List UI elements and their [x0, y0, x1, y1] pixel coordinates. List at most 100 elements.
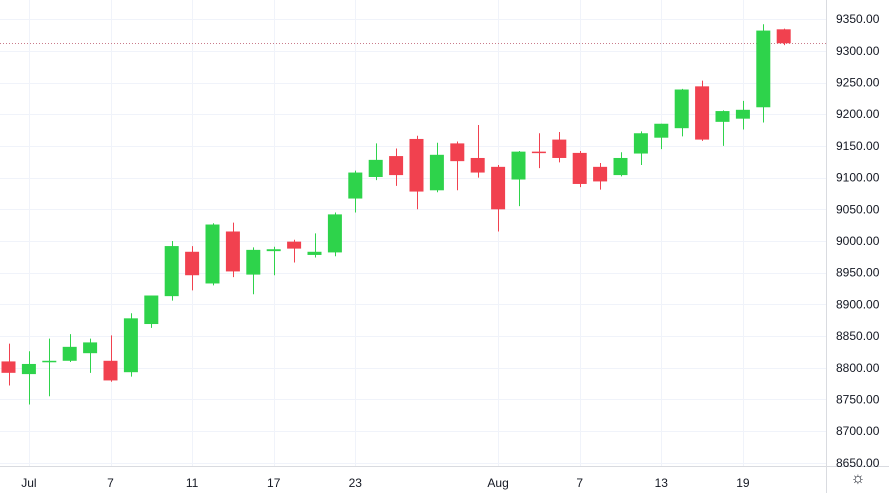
- candle-body-up: [205, 224, 220, 284]
- candle: [695, 80, 710, 141]
- candle: [1, 343, 16, 386]
- candle-body-up: [756, 30, 771, 108]
- candle-body-down: [470, 157, 485, 173]
- candle: [205, 223, 220, 286]
- candle-body-down: [103, 360, 118, 381]
- price-tick-label: 9250.00: [836, 76, 880, 90]
- candle-body-up: [348, 172, 363, 199]
- candle-body-up: [123, 318, 138, 373]
- candle: [266, 246, 281, 276]
- candle: [593, 163, 608, 190]
- candle-body-down: [593, 166, 608, 182]
- candle-body-down: [1, 361, 16, 373]
- candle: [164, 241, 179, 301]
- candle-body-down: [491, 166, 506, 210]
- candle: [491, 164, 506, 232]
- candle-body-down: [409, 138, 424, 192]
- candle: [62, 334, 77, 363]
- candle-body-up: [307, 251, 322, 255]
- candle-body-up: [327, 214, 342, 253]
- price-tick-label: 9350.00: [836, 12, 880, 26]
- candle: [368, 143, 383, 181]
- price-tick-label: 9150.00: [836, 139, 880, 153]
- time-tick-label: 7: [107, 476, 114, 490]
- price-tick-label: 9100.00: [836, 171, 880, 185]
- price-tick-label: 9000.00: [836, 234, 880, 248]
- candle-body-down: [552, 139, 567, 158]
- time-tick-label: 17: [267, 476, 281, 490]
- candle-body-down: [389, 156, 404, 176]
- candle: [389, 148, 404, 186]
- candle: [756, 24, 771, 123]
- candle: [144, 295, 159, 328]
- time-tick-label: Aug: [487, 476, 508, 490]
- price-tick-label: 8750.00: [836, 392, 880, 406]
- time-tick-label: 7: [576, 476, 583, 490]
- candle: [470, 125, 485, 178]
- time-tick-label: 23: [349, 476, 363, 490]
- candle-body-down: [287, 241, 302, 249]
- candle-body-up: [715, 111, 730, 122]
- candle: [654, 123, 669, 150]
- candle: [409, 135, 424, 210]
- time-tick-label: Jul: [21, 476, 36, 490]
- candle: [327, 212, 342, 257]
- candle-body-up: [164, 246, 179, 297]
- candle-body-down: [695, 86, 710, 140]
- candle-body-down: [225, 231, 240, 272]
- candle: [735, 100, 750, 130]
- candle-body-up: [511, 151, 526, 180]
- price-tick-label: 9300.00: [836, 44, 880, 58]
- time-tick-label: 19: [736, 476, 750, 490]
- time-tick-label: 11: [186, 476, 199, 490]
- candle-body-up: [654, 123, 669, 138]
- candle-body-down: [450, 143, 465, 162]
- candle-body-up: [144, 295, 159, 325]
- price-tick-label: 8850.00: [836, 329, 880, 343]
- candle: [552, 131, 567, 163]
- candle-body-up: [21, 363, 36, 375]
- candle: [185, 246, 200, 291]
- candle: [450, 141, 465, 191]
- candle: [511, 151, 526, 207]
- candle-body-up: [246, 249, 261, 275]
- candle: [225, 222, 240, 278]
- candle: [83, 338, 98, 373]
- candle: [307, 233, 322, 258]
- candle-body-up: [674, 89, 689, 129]
- candle-body-down: [531, 151, 546, 154]
- candles: [1, 24, 791, 405]
- candle: [348, 170, 363, 213]
- candle: [246, 247, 261, 295]
- candle: [674, 88, 689, 137]
- candle: [776, 28, 791, 46]
- grid-lines: [0, 0, 826, 466]
- candle: [429, 142, 444, 193]
- candle-body-up: [62, 346, 77, 361]
- candle: [531, 133, 546, 169]
- price-axis[interactable]: 9350.00 9300.00 9250.00 9200.00 9150.00 9100.…: [836, 12, 880, 470]
- price-tick-label: 8900.00: [836, 297, 880, 311]
- candle: [633, 131, 648, 165]
- candle: [715, 110, 730, 146]
- candle-body-up: [368, 159, 383, 177]
- candle-body-up: [633, 133, 648, 154]
- price-tick-label: 8950.00: [836, 266, 880, 280]
- candle: [613, 152, 628, 177]
- candle: [103, 335, 118, 382]
- candle: [287, 239, 302, 263]
- time-axis[interactable]: Jul 7 11 17 23 Aug 7 13 19: [21, 476, 750, 490]
- candle: [572, 151, 587, 188]
- candle-body-up: [613, 157, 628, 176]
- price-tick-label: 9050.00: [836, 202, 880, 216]
- gear-icon[interactable]: ☼: [850, 470, 866, 487]
- candle-body-up: [83, 342, 98, 354]
- price-tick-label: 8700.00: [836, 424, 880, 438]
- candle-body-down: [185, 251, 200, 276]
- candle-body-down: [572, 152, 587, 184]
- price-tick-label: 8650.00: [836, 456, 880, 470]
- candle-body-up: [735, 109, 750, 119]
- candle: [123, 313, 138, 377]
- candle-body-up: [266, 249, 281, 252]
